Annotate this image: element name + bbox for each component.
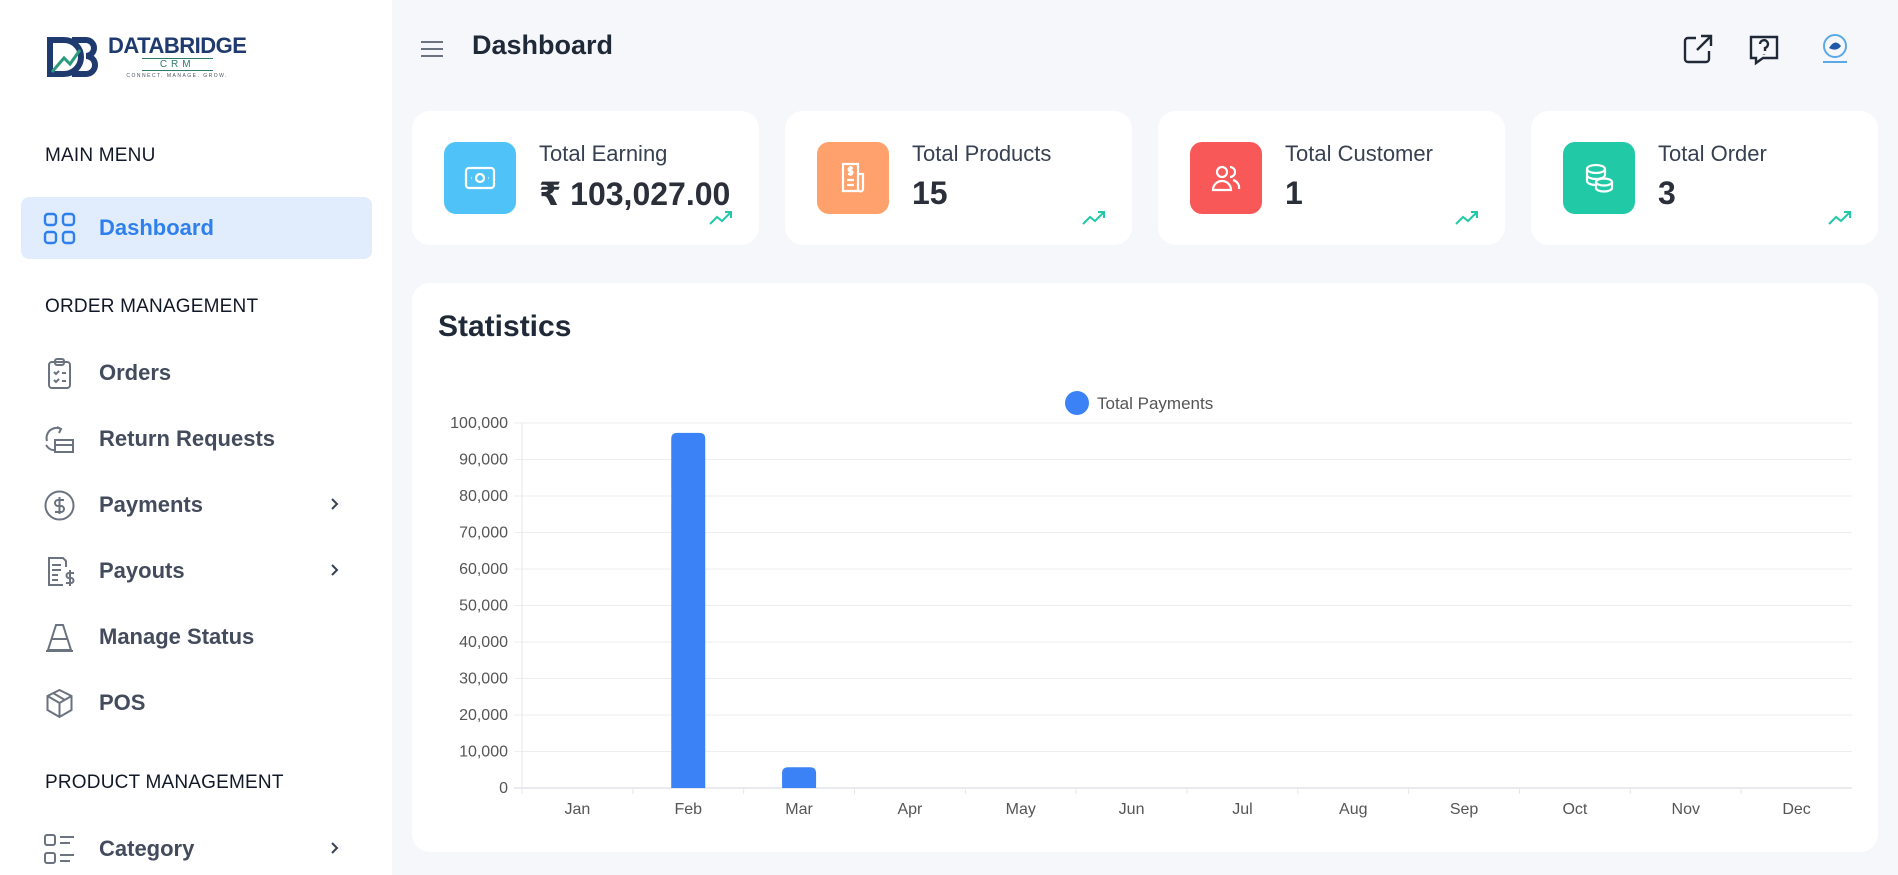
- trend-up-icon: [1455, 211, 1478, 225]
- logo-brand-b: BRIDGE: [163, 33, 247, 58]
- y-tick-label: 20,000: [459, 707, 508, 724]
- x-tick-label: Jan: [565, 801, 591, 818]
- legend-swatch: [1065, 391, 1089, 415]
- bar-mar: [782, 767, 817, 788]
- x-tick-label: Apr: [897, 801, 923, 818]
- sidebar-item-payouts[interactable]: Payouts: [21, 540, 372, 602]
- category-icon: [44, 834, 74, 864]
- invoice-dollar-icon: [48, 557, 75, 586]
- bar-feb: [671, 432, 706, 788]
- users-icon: [1211, 165, 1241, 192]
- x-tick-label: Dec: [1782, 801, 1810, 818]
- x-tick-label: May: [1006, 801, 1036, 818]
- sidebar-item-orders[interactable]: Orders: [21, 342, 372, 404]
- cone-icon: [46, 624, 73, 652]
- y-tick-label: 100,000: [450, 415, 508, 432]
- statistics-panel: Statistics 0 10,000 20,000 30,000 40,000 50,0…: [412, 283, 1878, 852]
- external-link-icon[interactable]: [1681, 32, 1715, 66]
- chevron-right-icon: [331, 564, 339, 576]
- sidebar-item-manage-status[interactable]: Manage Status: [21, 606, 372, 668]
- card-icon-bg: [817, 142, 889, 214]
- sidebar-item-label: POS: [99, 690, 146, 715]
- card-total-customer: Total Customer 1: [1158, 111, 1505, 245]
- grid-icon: [43, 212, 76, 245]
- card-total-earning: Total Earning ₹ 103,027.00: [412, 111, 759, 245]
- x-tick-label: Feb: [674, 801, 702, 818]
- card-title: Total Earning: [539, 141, 668, 166]
- coins-icon: [1585, 163, 1614, 193]
- sidebar-item-label: Return Requests: [99, 426, 276, 451]
- section-order-management: ORDER MANAGEMENT: [45, 296, 259, 317]
- card-icon-bg: [444, 142, 516, 214]
- card-value: 1: [1285, 175, 1303, 211]
- x-tick-label: Nov: [1672, 801, 1700, 818]
- legend-label: Total Payments: [1097, 394, 1213, 413]
- payments-bar-chart: 0 10,000 20,000 30,000 40,000 50,000 60,000 70,…: [450, 391, 1852, 818]
- x-tick-label: Jun: [1119, 801, 1145, 818]
- sidebar-item-label: Dashboard: [99, 215, 214, 240]
- card-value: ₹ 103,027.00: [539, 176, 731, 212]
- card-title: Total Products: [912, 141, 1052, 166]
- section-main-menu: MAIN MENU: [45, 145, 156, 166]
- y-tick-label: 90,000: [459, 452, 508, 469]
- sidebar-item-label: Category: [99, 836, 195, 861]
- box-icon: [46, 688, 73, 719]
- trend-up-icon: [1082, 211, 1105, 225]
- y-tick-label: 30,000: [459, 671, 508, 688]
- clipboard-icon: [48, 358, 71, 389]
- logo-crm: CRM: [141, 58, 213, 71]
- card-total-products: Total Products 15: [785, 111, 1132, 245]
- y-tick-label: 40,000: [459, 634, 508, 651]
- logo-brand-a: DATA: [108, 33, 164, 58]
- card-icon-bg: [1190, 142, 1262, 214]
- trend-up-icon: [709, 211, 732, 225]
- card-value: 3: [1658, 175, 1676, 211]
- sidebar-item-label: Payouts: [99, 558, 185, 583]
- sidebar-item-dashboard[interactable]: Dashboard: [21, 197, 372, 259]
- logo[interactable]: DATABRIDGE CRM CONNECT. MANAGE. GROW.: [46, 33, 247, 79]
- chevron-right-icon: [331, 498, 339, 510]
- sidebar-item-return-requests[interactable]: Return Requests: [21, 408, 372, 470]
- hamburger-menu-icon[interactable]: [419, 38, 445, 60]
- sidebar-item-label: Orders: [99, 360, 172, 385]
- card-value: 15: [912, 175, 948, 211]
- card-total-order: Total Order 3: [1531, 111, 1878, 245]
- help-chat-icon[interactable]: [1747, 32, 1781, 66]
- sidebar-item-label: Manage Status: [99, 624, 255, 649]
- receipt-icon: [841, 162, 865, 193]
- x-tick-label: Jul: [1232, 801, 1252, 818]
- y-tick-label: 60,000: [459, 561, 508, 578]
- y-tick-label: 50,000: [459, 598, 508, 615]
- y-tick-label: 80,000: [459, 488, 508, 505]
- card-title: Total Customer: [1285, 141, 1433, 166]
- databridge-logo-icon: [47, 36, 98, 77]
- trend-up-icon: [1828, 211, 1851, 225]
- logo-tagline: CONNECT. MANAGE. GROW.: [126, 73, 229, 79]
- dollar-circle-icon: [44, 490, 75, 521]
- card-icon-bg: [1563, 142, 1635, 214]
- y-tick-label: 0: [499, 780, 508, 797]
- cash-icon: [464, 166, 496, 190]
- sidebar-item-label: Payments: [99, 492, 203, 517]
- sidebar-item-payments[interactable]: Payments: [21, 474, 372, 536]
- avatar[interactable]: [1815, 28, 1855, 68]
- sidebar-item-pos[interactable]: POS: [21, 672, 372, 734]
- chevron-right-icon: [331, 842, 339, 854]
- sidebar: DATABRIDGE CRM CONNECT. MANAGE. GROW. MA…: [0, 0, 392, 875]
- card-title: Total Order: [1658, 141, 1767, 166]
- sidebar-item-category[interactable]: Category: [21, 818, 372, 875]
- statistics-title: Statistics: [438, 310, 572, 343]
- y-tick-label: 10,000: [459, 744, 508, 761]
- y-tick-label: 70,000: [459, 525, 508, 542]
- return-box-icon: [45, 426, 74, 453]
- page-title: Dashboard: [472, 30, 614, 60]
- x-tick-label: Sep: [1450, 801, 1479, 818]
- section-product-management: PRODUCT MANAGEMENT: [45, 772, 284, 793]
- x-tick-label: Aug: [1339, 801, 1367, 818]
- x-tick-label: Mar: [785, 801, 813, 818]
- x-tick-label: Oct: [1562, 801, 1587, 818]
